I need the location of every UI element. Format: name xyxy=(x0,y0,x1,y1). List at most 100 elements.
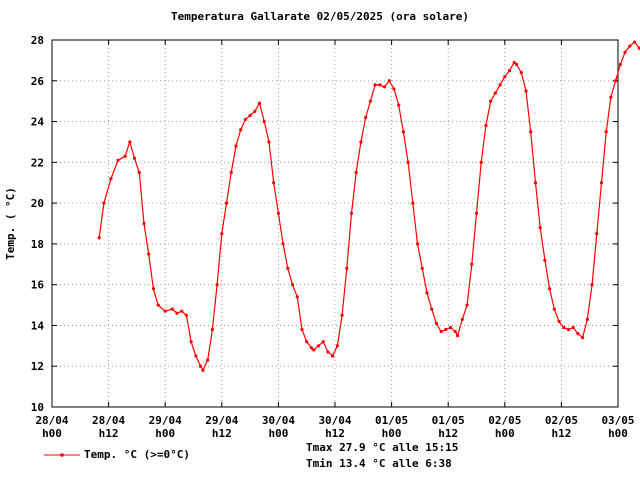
x-tick-hour-label: h00 xyxy=(42,427,62,440)
data-point xyxy=(382,85,387,89)
data-point xyxy=(585,317,589,321)
data-point xyxy=(470,262,474,266)
data-point xyxy=(632,40,637,44)
data-point xyxy=(529,130,533,134)
data-point xyxy=(479,160,483,164)
data-point xyxy=(548,287,552,291)
data-point xyxy=(599,181,604,185)
data-point xyxy=(267,140,271,144)
data-point xyxy=(618,62,622,67)
plot-frame xyxy=(51,39,619,408)
data-point xyxy=(102,201,106,205)
data-point xyxy=(456,334,460,338)
data-point xyxy=(109,177,113,181)
data-point xyxy=(354,170,358,175)
data-point xyxy=(305,340,309,344)
y-tick-label: 18 xyxy=(31,238,44,251)
data-point xyxy=(229,170,233,175)
x-tick-day-label: 02/05 xyxy=(488,414,521,427)
data-point xyxy=(609,95,613,99)
x-tick-hour-label: h00 xyxy=(268,427,288,440)
data-point xyxy=(392,87,396,91)
data-point xyxy=(239,128,243,132)
data-point xyxy=(453,329,457,334)
y-tick-label: 28 xyxy=(31,34,44,47)
data-point xyxy=(194,354,198,358)
y-tick-label: 16 xyxy=(31,279,45,292)
data-point xyxy=(387,79,391,83)
x-tick-hour-label: h00 xyxy=(608,427,628,440)
x-tick-day-label: 29/04 xyxy=(149,414,182,427)
data-point xyxy=(147,252,151,256)
x-tick-hour-label: h00 xyxy=(495,427,515,440)
legend: Temp. °C (>=0°C) xyxy=(44,447,190,461)
data-point xyxy=(368,99,372,103)
tmax-text: Tmax 27.9 °C alle 15:15 xyxy=(306,441,459,454)
x-tick-hour-label: h00 xyxy=(382,427,402,440)
x-tick-hour-label: h12 xyxy=(551,427,571,440)
data-point xyxy=(425,291,429,295)
data-point xyxy=(364,115,368,120)
data-point xyxy=(637,46,640,50)
data-point xyxy=(321,340,325,344)
data-point xyxy=(201,368,205,372)
y-tick-label: 10 xyxy=(31,401,44,414)
data-point xyxy=(604,130,608,134)
x-tick-day-label: 30/04 xyxy=(262,414,295,427)
data-point xyxy=(326,350,330,354)
legend-line-swatch xyxy=(44,447,80,461)
data-point xyxy=(489,99,493,103)
data-point xyxy=(512,60,516,65)
x-tick-day-label: 01/05 xyxy=(432,414,465,427)
data-point xyxy=(180,309,184,313)
data-point xyxy=(493,91,497,95)
data-point xyxy=(614,79,618,83)
x-tick-hour-label: h12 xyxy=(325,427,345,440)
y-tick-label: 20 xyxy=(31,197,44,210)
data-point xyxy=(300,327,304,332)
data-point xyxy=(349,211,354,215)
y-tick-label: 24 xyxy=(31,116,45,129)
data-point xyxy=(474,211,479,215)
data-point xyxy=(156,303,160,307)
data-point xyxy=(460,317,464,321)
data-point xyxy=(290,283,295,287)
data-point xyxy=(415,242,420,246)
x-tick-hour-label: h00 xyxy=(155,427,175,440)
data-point xyxy=(406,160,410,164)
x-tick-hour-label: h12 xyxy=(212,427,232,440)
data-point xyxy=(224,201,229,205)
data-point xyxy=(116,158,120,162)
data-point xyxy=(281,242,285,246)
data-point xyxy=(444,327,448,332)
data-point xyxy=(566,327,571,332)
data-point xyxy=(312,348,316,352)
data-point xyxy=(484,124,488,128)
data-point xyxy=(533,181,538,185)
data-point xyxy=(557,319,561,323)
data-point xyxy=(142,221,146,226)
data-point xyxy=(519,71,523,75)
data-point xyxy=(309,346,314,350)
data-point xyxy=(243,117,247,122)
data-point xyxy=(340,313,344,317)
x-tick-day-label: 30/04 xyxy=(318,414,351,427)
data-point xyxy=(184,313,189,317)
label-layer: 1012141618202224262828/04h0028/04h1229/0… xyxy=(4,34,635,440)
data-point xyxy=(571,325,575,330)
data-point xyxy=(253,109,257,113)
data-point xyxy=(595,232,599,236)
data-point xyxy=(295,295,299,299)
data-point xyxy=(543,258,547,262)
y-axis-label: Temp. ( °C) xyxy=(4,187,17,260)
data-point xyxy=(132,156,137,160)
data-point xyxy=(128,140,132,144)
data-point xyxy=(359,140,363,144)
data-point xyxy=(97,236,101,240)
data-point xyxy=(276,211,280,215)
tmin-text: Tmin 13.4 °C alle 6:38 xyxy=(306,457,452,470)
data-point xyxy=(581,336,585,340)
x-tick-day-label: 01/05 xyxy=(375,414,408,427)
series-layer xyxy=(97,40,640,372)
